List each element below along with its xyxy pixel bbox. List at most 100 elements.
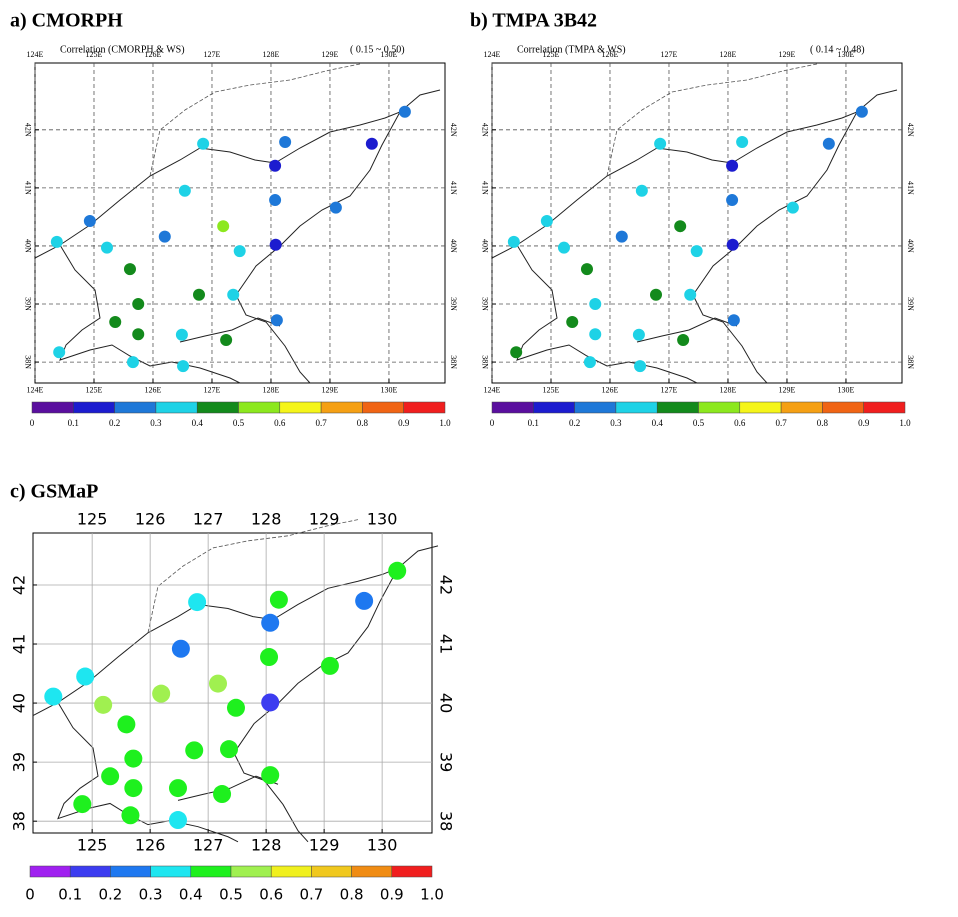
station-point [329, 201, 342, 214]
x-tick-label: 127E [204, 385, 221, 394]
station-point [507, 235, 520, 248]
station-point [53, 346, 66, 359]
colorbar-swatch [110, 865, 151, 878]
station-point [260, 648, 279, 667]
station-point [261, 613, 280, 632]
colorbar-swatch [403, 401, 446, 414]
x-tick-label-top: 125E [86, 50, 103, 59]
x-tick-label-top: 127E [661, 50, 678, 59]
station-point [117, 715, 136, 734]
x-tick-label-top: 126E [145, 50, 162, 59]
station-point [132, 328, 145, 341]
panel-title: c) GSMaP [10, 481, 98, 503]
colorbar-label: 0.9 [398, 418, 410, 428]
colorbar-label: 0.2 [98, 886, 122, 904]
colorbar-label: 0.4 [192, 418, 204, 428]
station-point [76, 667, 95, 686]
x-tick-label: 127 [193, 836, 224, 855]
colorbar-label: 0.6 [274, 418, 286, 428]
y-tick-label-right: 41 [437, 634, 456, 654]
station-point [726, 159, 739, 172]
station-point [73, 795, 92, 814]
station-point [365, 137, 378, 150]
station-point [220, 740, 239, 759]
station-point [388, 561, 407, 580]
range-label: ( 0.14 ~ 0.48) [810, 44, 865, 55]
panel-b [491, 62, 903, 384]
colorbar-label: 0 [490, 418, 495, 428]
colorbar-swatch [196, 401, 239, 414]
map-frame [32, 532, 433, 834]
station-point [557, 241, 570, 254]
colorbar-swatch [698, 401, 741, 414]
station-point [152, 684, 171, 703]
colorbar-swatch [391, 865, 433, 878]
station-point [540, 214, 553, 227]
colorbar-label: 1.0 [899, 418, 911, 428]
x-tick-label: 125E [86, 385, 103, 394]
x-tick-label: 124E [27, 385, 44, 394]
colorbar-swatch [190, 865, 232, 878]
colorbar-swatch [114, 401, 157, 414]
station-point [270, 314, 283, 327]
station-point [226, 698, 245, 717]
station-point [269, 238, 282, 251]
y-tick-label-right: 40N [906, 239, 915, 253]
station-point [855, 105, 868, 118]
y-tick-label: 40N [24, 239, 33, 253]
x-tick-label-top: 125 [77, 509, 108, 528]
colorbar-swatch [279, 401, 322, 414]
y-tick-label: 40 [9, 693, 28, 713]
range-label: ( 0.15 ~ 0.50) [350, 44, 405, 55]
colorbar-swatch [362, 401, 404, 414]
station-point [158, 230, 171, 243]
x-tick-label: 129E [779, 385, 796, 394]
y-tick-label-right: 41N [449, 181, 458, 195]
colorbar-label: 1.0 [439, 418, 451, 428]
colorbar-swatch [230, 865, 272, 878]
station-point [635, 184, 648, 197]
station-point [261, 766, 280, 785]
x-tick-label: 128E [720, 385, 737, 394]
station-point [583, 356, 596, 369]
station-point [684, 288, 697, 301]
colorbar-label: 0.6 [259, 886, 283, 904]
y-tick-label-right: 41N [906, 181, 915, 195]
station-point [233, 245, 246, 258]
station-point [398, 105, 411, 118]
y-tick-label: 42 [9, 575, 28, 595]
station-point [566, 316, 579, 329]
y-tick-label-right: 38N [906, 355, 915, 369]
station-point [227, 288, 240, 301]
x-tick-label-top: 127 [193, 509, 224, 528]
station-point [50, 235, 63, 248]
colorbar-swatch [574, 401, 617, 414]
station-point [44, 687, 63, 706]
x-tick-label: 125E [543, 385, 560, 394]
colorbar-swatch [270, 865, 312, 878]
colorbar-swatch [491, 401, 534, 414]
colorbar-swatch [238, 401, 281, 414]
colorbar-label: 0.5 [693, 418, 705, 428]
x-tick-label: 130E [838, 385, 855, 394]
station-point [269, 590, 288, 609]
station-point [355, 591, 374, 610]
x-tick-label-top: 126E [602, 50, 619, 59]
coastline [32, 519, 439, 843]
station-point [171, 639, 190, 658]
colorbar-swatch [615, 401, 658, 414]
x-tick-label: 126E [145, 385, 162, 394]
x-tick-label: 126 [135, 836, 166, 855]
station-point [589, 328, 602, 341]
y-tick-label: 38N [481, 355, 490, 369]
y-tick-label-right: 39N [449, 297, 458, 311]
station-point [690, 245, 703, 258]
y-tick-label: 38N [24, 355, 33, 369]
y-tick-label: 41N [24, 181, 33, 195]
station-point [727, 314, 740, 327]
x-tick-label: 129 [309, 836, 340, 855]
colorbar-label: 0.2 [109, 418, 120, 428]
station-point [209, 674, 228, 693]
y-tick-label-right: 42 [437, 575, 456, 595]
station-point [168, 811, 187, 830]
